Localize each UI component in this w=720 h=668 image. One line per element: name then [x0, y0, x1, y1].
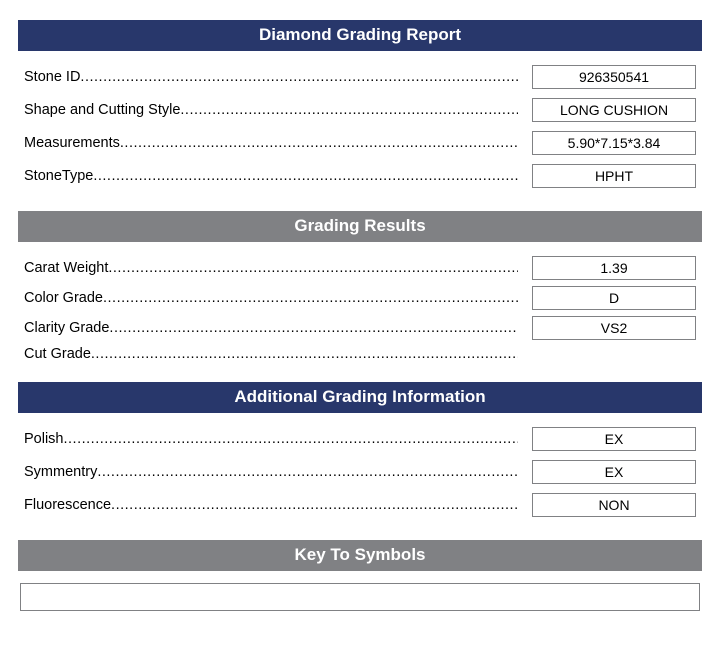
section-title: Grading Results — [294, 216, 425, 235]
field-value: VS2 — [532, 316, 696, 340]
field-label: Color Grade — [24, 290, 518, 306]
report-row: Stone ID 926350541 — [24, 65, 696, 89]
section-title: Diamond Grading Report — [259, 25, 461, 44]
field-label: Carat Weight — [24, 260, 518, 276]
field-value: 5.90*7.15*3.84 — [532, 131, 696, 155]
field-label: Polish — [24, 431, 518, 447]
section-header-symbols: Key To Symbols — [18, 540, 702, 571]
field-value: LONG CUSHION — [532, 98, 696, 122]
additional-row: Polish EX — [24, 427, 696, 451]
grading-row: Carat Weight 1.39 — [24, 256, 696, 280]
field-label: Stone ID — [24, 69, 518, 85]
field-label: Symmentry — [24, 464, 518, 480]
field-label: Fluorescence — [24, 497, 518, 513]
section-header-report: Diamond Grading Report — [18, 20, 702, 51]
field-label: Shape and Cutting Style — [24, 102, 518, 118]
report-row: StoneType HPHT — [24, 164, 696, 188]
report-row: Shape and Cutting Style LONG CUSHION — [24, 98, 696, 122]
section-title: Key To Symbols — [295, 545, 426, 564]
section-body-grading: Carat Weight 1.39 Color Grade D Clarity … — [18, 242, 702, 374]
section-header-grading: Grading Results — [18, 211, 702, 242]
field-label: Measurements — [24, 135, 518, 151]
section-header-additional: Additional Grading Information — [18, 382, 702, 413]
field-label: Cut Grade — [24, 346, 518, 362]
field-value: HPHT — [532, 164, 696, 188]
additional-row: Symmentry EX — [24, 460, 696, 484]
field-value: EX — [532, 427, 696, 451]
report-row: Measurements 5.90*7.15*3.84 — [24, 131, 696, 155]
field-value-empty — [532, 351, 696, 357]
field-value: 926350541 — [532, 65, 696, 89]
grading-row: Cut Grade — [24, 346, 696, 362]
field-label: Clarity Grade — [24, 320, 518, 336]
field-value: 1.39 — [532, 256, 696, 280]
field-value: D — [532, 286, 696, 310]
grading-row: Clarity Grade VS2 — [24, 316, 696, 340]
field-value: EX — [532, 460, 696, 484]
section-body-additional: Polish EX Symmentry EX Fluorescence NON — [18, 413, 702, 532]
field-value: NON — [532, 493, 696, 517]
additional-row: Fluorescence NON — [24, 493, 696, 517]
section-title: Additional Grading Information — [234, 387, 485, 406]
grading-row: Color Grade D — [24, 286, 696, 310]
symbols-box — [20, 583, 700, 611]
section-body-report: Stone ID 926350541 Shape and Cutting Sty… — [18, 51, 702, 203]
field-label: StoneType — [24, 168, 518, 184]
